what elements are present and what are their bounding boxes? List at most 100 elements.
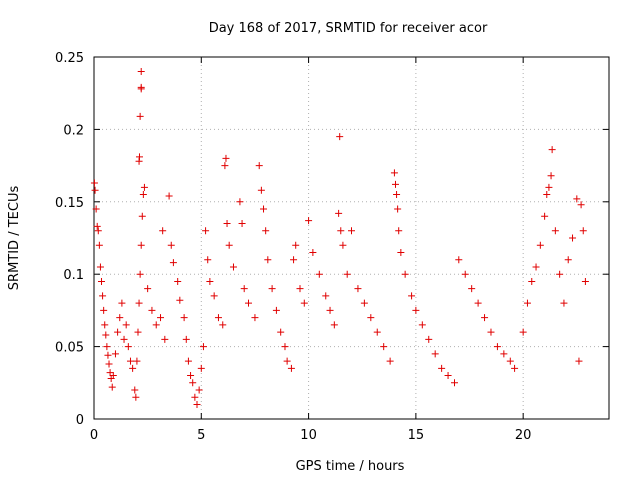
data-point bbox=[161, 335, 169, 343]
data-point bbox=[90, 179, 98, 187]
data-point bbox=[169, 259, 177, 267]
data-point bbox=[367, 314, 375, 322]
data-point bbox=[187, 372, 195, 380]
y-tick-label: 0.05 bbox=[55, 341, 84, 356]
data-point bbox=[277, 328, 285, 336]
data-point bbox=[225, 241, 233, 249]
data-point bbox=[219, 321, 227, 329]
data-point bbox=[204, 256, 212, 264]
data-point bbox=[268, 285, 276, 293]
chart-title: Day 168 of 2017, SRMTID for receiver aco… bbox=[209, 21, 488, 36]
y-tick-label: 0 bbox=[76, 413, 84, 428]
data-point bbox=[133, 357, 141, 365]
data-point bbox=[229, 263, 237, 271]
data-point bbox=[532, 263, 540, 271]
data-point bbox=[425, 335, 433, 343]
data-point bbox=[180, 314, 188, 322]
data-point bbox=[126, 357, 134, 365]
data-point bbox=[92, 205, 100, 213]
x-tick-label: 5 bbox=[197, 428, 205, 443]
data-point bbox=[397, 248, 405, 256]
data-point bbox=[221, 162, 229, 170]
data-point bbox=[114, 328, 122, 336]
data-point bbox=[560, 299, 568, 307]
data-point bbox=[96, 263, 104, 271]
data-point bbox=[511, 364, 519, 372]
data-point bbox=[120, 335, 128, 343]
data-point bbox=[474, 299, 482, 307]
data-point bbox=[197, 364, 205, 372]
data-point bbox=[140, 183, 148, 191]
plot-area bbox=[93, 56, 610, 420]
data-point bbox=[93, 222, 101, 230]
data-point bbox=[264, 256, 272, 264]
data-point bbox=[360, 299, 368, 307]
data-point bbox=[283, 357, 291, 365]
data-point bbox=[548, 146, 556, 154]
y-axis-label: SRMTID / TECUs bbox=[7, 186, 22, 291]
data-point bbox=[106, 369, 114, 377]
data-point bbox=[390, 169, 398, 177]
data-point bbox=[206, 277, 214, 285]
data-point bbox=[174, 277, 182, 285]
data-point bbox=[455, 256, 463, 264]
data-point bbox=[569, 234, 577, 242]
data-point bbox=[394, 205, 402, 213]
x-tick-label: 10 bbox=[300, 428, 317, 443]
data-point bbox=[336, 133, 344, 141]
data-point bbox=[118, 299, 126, 307]
data-point bbox=[137, 83, 145, 91]
data-point bbox=[157, 314, 165, 322]
data-point bbox=[281, 343, 289, 351]
data-point bbox=[138, 212, 146, 220]
data-point bbox=[536, 241, 544, 249]
data-point bbox=[543, 191, 551, 199]
data-point bbox=[335, 209, 343, 217]
data-point bbox=[461, 270, 469, 278]
data-point bbox=[451, 379, 458, 387]
data-point bbox=[506, 357, 514, 365]
data-points bbox=[90, 67, 589, 409]
data-point bbox=[519, 328, 527, 336]
data-point bbox=[132, 393, 140, 401]
data-point bbox=[373, 328, 381, 336]
data-point bbox=[105, 360, 113, 368]
data-point bbox=[137, 67, 145, 75]
x-axis-label: GPS time / hours bbox=[296, 459, 405, 474]
data-point bbox=[199, 343, 207, 351]
data-point bbox=[305, 217, 313, 225]
data-point bbox=[193, 401, 201, 409]
data-point bbox=[152, 321, 160, 329]
data-point bbox=[551, 227, 559, 235]
data-point bbox=[135, 299, 143, 307]
data-point bbox=[577, 201, 585, 209]
data-point bbox=[136, 270, 144, 278]
data-point bbox=[238, 220, 246, 228]
data-point bbox=[408, 292, 416, 300]
data-point bbox=[98, 277, 106, 285]
data-point bbox=[348, 227, 355, 235]
data-point bbox=[343, 270, 351, 278]
data-point bbox=[191, 393, 199, 401]
data-point bbox=[418, 321, 426, 329]
data-point bbox=[541, 212, 549, 220]
data-point bbox=[523, 299, 531, 307]
data-point bbox=[210, 292, 218, 300]
data-point bbox=[139, 191, 147, 199]
data-point bbox=[182, 335, 190, 343]
y-tick-label: 0.15 bbox=[55, 196, 84, 211]
data-point bbox=[184, 357, 192, 365]
data-point bbox=[144, 285, 152, 293]
data-point bbox=[575, 357, 583, 365]
data-point bbox=[257, 186, 265, 194]
data-point bbox=[262, 227, 270, 235]
data-point bbox=[339, 241, 347, 249]
data-point bbox=[545, 183, 553, 191]
data-point bbox=[236, 198, 244, 206]
data-point bbox=[337, 227, 345, 235]
data-point bbox=[129, 364, 137, 372]
data-point bbox=[300, 299, 308, 307]
data-point bbox=[431, 350, 439, 358]
data-point bbox=[103, 343, 111, 351]
data-point bbox=[131, 386, 139, 394]
